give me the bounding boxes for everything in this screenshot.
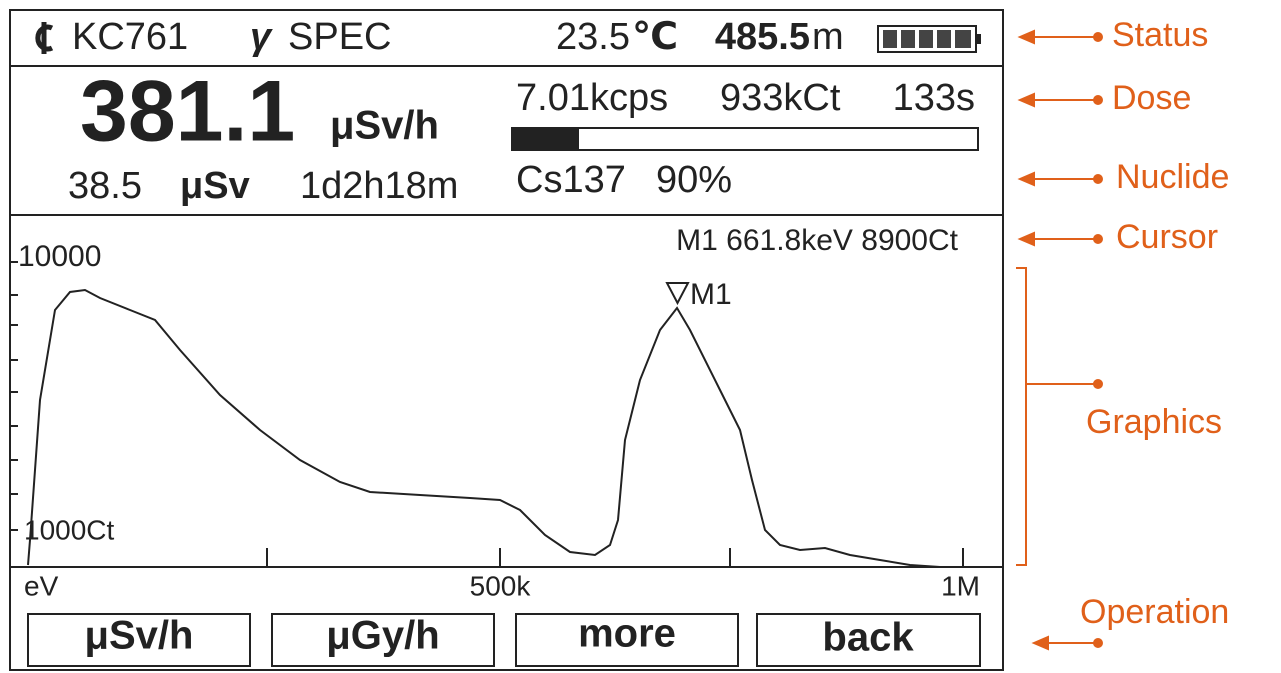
y-ticks <box>10 261 18 531</box>
x-mid-label: 500k <box>470 570 532 601</box>
annotation: Graphics <box>1086 403 1222 441</box>
screen-border <box>9 9 1004 671</box>
x-right-label: 1M <box>941 570 980 601</box>
nuclide-confidence: 90% <box>656 159 732 201</box>
button-box[interactable] <box>515 613 739 667</box>
cursor-marker-label: M1 <box>690 278 732 311</box>
y-top-label: 10000 <box>18 240 101 273</box>
duration: 1d2h18m <box>300 165 458 207</box>
progress-bar <box>511 127 979 151</box>
battery-icon <box>877 25 981 53</box>
buttons-frame <box>27 613 981 667</box>
annotation: Cursor <box>1116 218 1218 256</box>
button-label[interactable]: back <box>822 616 914 660</box>
device-icon <box>35 22 54 54</box>
device-name: KC761 <box>72 16 188 58</box>
button-box[interactable] <box>756 613 981 667</box>
spectrum-curve <box>27 288 941 568</box>
dose-rate: 381.1 <box>80 64 295 160</box>
temperature: 23.5 <box>556 16 630 58</box>
screen-frame <box>9 9 1004 671</box>
progress-fill <box>513 129 579 149</box>
mode: SPEC <box>288 16 391 58</box>
dose-total-unit: μSv <box>180 165 250 207</box>
button-label[interactable]: μGy/h <box>326 614 439 658</box>
button-label[interactable]: more <box>578 612 676 656</box>
altitude-unit: m <box>812 16 844 58</box>
annotation: Status <box>1112 16 1208 54</box>
button-box[interactable] <box>271 613 495 667</box>
annotation-arrows <box>1016 29 1103 651</box>
time: 133s <box>893 77 975 119</box>
count-rate: 7.01kcps <box>516 77 668 119</box>
gamma-symbol: γ <box>250 16 273 58</box>
dose-rate-unit: μSv/h <box>330 104 439 148</box>
annotation: Nuclide <box>1116 158 1229 196</box>
x-ticks <box>266 548 964 567</box>
cursor-marker <box>665 282 690 306</box>
button-box[interactable] <box>27 613 251 667</box>
cursor-readout: M1 661.8keV 8900Ct <box>676 224 959 257</box>
dose-total: 38.5 <box>68 165 142 207</box>
counts: 933kCt <box>720 77 841 119</box>
nuclide-name: Cs137 <box>516 159 626 201</box>
annotation: Dose <box>1112 79 1191 117</box>
annotation: Operation <box>1080 593 1229 631</box>
button-label[interactable]: μSv/h <box>85 614 194 658</box>
x-left-label: eV <box>24 570 59 601</box>
y-bottom-label: 1000Ct <box>24 514 115 545</box>
temperature-unit: ℃ <box>632 16 678 58</box>
altitude: 485.5 <box>715 16 810 58</box>
